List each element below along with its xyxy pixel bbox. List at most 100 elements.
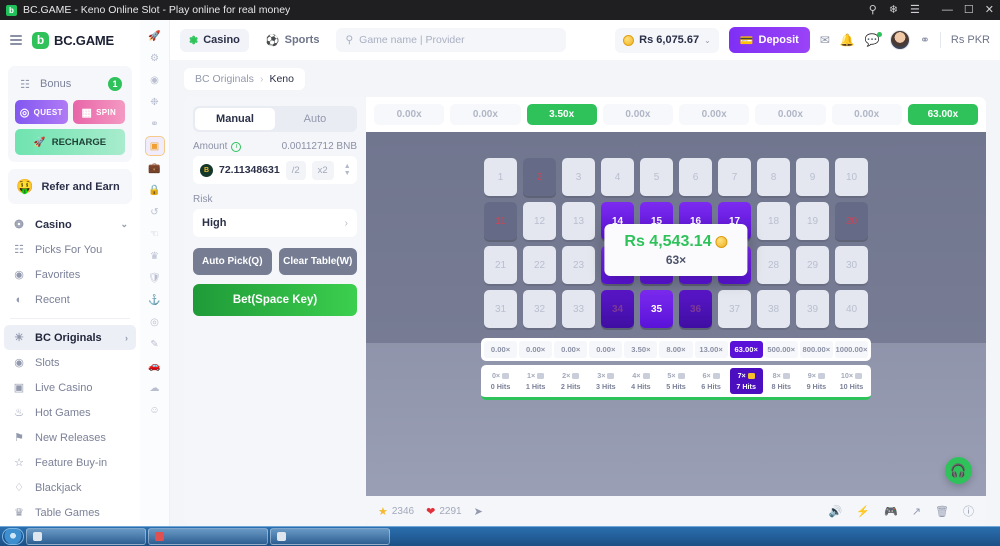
keno-cell-32[interactable]: 32 <box>523 290 556 328</box>
keno-cell-18[interactable]: 18 <box>757 202 790 240</box>
keno-cell-37[interactable]: 37 <box>718 290 751 328</box>
likes-stat[interactable]: ❤ 2291 <box>426 505 461 518</box>
keno-cell-35[interactable]: 35 <box>640 290 673 328</box>
refresh-icon[interactable]: ↺ <box>150 206 159 218</box>
avatar[interactable] <box>889 30 910 50</box>
history-chip[interactable]: 0.00x <box>679 104 750 125</box>
tab-manual[interactable]: Manual <box>195 108 275 130</box>
refer-and-earn-button[interactable]: 🤑 Refer and Earn <box>8 169 132 204</box>
keno-cell-40[interactable]: 40 <box>835 290 868 328</box>
search-input[interactable]: ⚲ Game name | Provider <box>336 28 567 52</box>
history-chip[interactable]: 0.00x <box>374 104 445 125</box>
sound-icon[interactable]: 🔊 <box>828 505 843 518</box>
share-icon[interactable]: ➤ <box>473 505 483 518</box>
tab-auto[interactable]: Auto <box>303 113 327 125</box>
keno-cell-12[interactable]: 12 <box>523 202 556 240</box>
info-icon[interactable]: i <box>231 141 242 152</box>
deposit-button[interactable]: 💳 Deposit <box>728 27 810 53</box>
history-chip[interactable]: 0.00x <box>831 104 902 125</box>
double-amount-button[interactable]: x2 <box>311 160 334 180</box>
gear-icon[interactable]: ⚙ <box>150 52 159 64</box>
sidebar-item-slots[interactable]: ◉ Slots <box>0 350 140 375</box>
briefcase-icon[interactable]: 💼 <box>148 162 161 174</box>
keno-cell-23[interactable]: 23 <box>562 246 595 284</box>
keno-cell-4[interactable]: 4 <box>601 158 634 196</box>
history-chip[interactable]: 3.50x <box>526 104 597 125</box>
keno-cell-6[interactable]: 6 <box>679 158 712 196</box>
sidebar-item-favorites[interactable]: ◉ Favorites <box>0 262 140 287</box>
sparkle-icon[interactable]: ❉ <box>150 96 159 108</box>
sidebar-item-casino[interactable]: ❂ Casino ⌄ <box>0 212 140 237</box>
bet-button[interactable]: Bet(Space Key) <box>193 284 357 316</box>
mask-icon[interactable]: ☺ <box>149 404 160 416</box>
taskbar-item[interactable] <box>26 528 146 545</box>
history-chip[interactable]: 0.00x <box>602 104 673 125</box>
coin-icon[interactable]: ◉ <box>150 74 159 86</box>
trash-icon[interactable]: 🗑 <box>935 505 949 518</box>
lightning-icon[interactable]: ⚡ <box>856 505 871 518</box>
menu-icon[interactable]: ☰ <box>910 3 920 16</box>
bell-icon[interactable]: 🔔 <box>839 33 855 47</box>
extensions-icon[interactable]: ❄ <box>888 3 899 16</box>
start-button[interactable] <box>2 528 24 545</box>
sidebar-item-table-games[interactable]: ♛ Table Games <box>0 500 140 525</box>
keno-cell-31[interactable]: 31 <box>484 290 517 328</box>
keno-cell-36[interactable]: 36 <box>679 290 712 328</box>
keno-cell-19[interactable]: 19 <box>796 202 829 240</box>
favorites-stat[interactable]: ★ 2346 <box>378 505 414 518</box>
keno-icon[interactable]: ▣ <box>144 136 165 156</box>
window-maximize-button[interactable]: ☐ <box>963 3 974 16</box>
amount-input[interactable]: B 72.11348631 /2 x2 ▲ ▼ <box>193 156 357 184</box>
help-icon[interactable]: ⓘ <box>963 506 974 518</box>
sidebar-toggle-button[interactable] <box>10 35 22 45</box>
history-chip[interactable]: 63.00x <box>907 104 978 125</box>
sidebar-item-bc-originals[interactable]: ☀ BC Originals › <box>4 325 136 350</box>
rocket-icon[interactable]: 🚀 <box>148 30 161 42</box>
keno-cell-13[interactable]: 13 <box>562 202 595 240</box>
sidebar-item-picks-for-you[interactable]: ☷ Picks For You <box>0 237 140 262</box>
window-close-button[interactable]: ✕ <box>984 3 994 16</box>
chat-icon[interactable]: 💬 <box>864 32 882 47</box>
amount-stepper[interactable]: ▲ ▼ <box>343 163 351 177</box>
keno-cell-3[interactable]: 3 <box>562 158 595 196</box>
keno-cell-22[interactable]: 22 <box>523 246 556 284</box>
balance-display[interactable]: Rs 6,075.67 ⌄ <box>615 27 719 53</box>
keno-cell-33[interactable]: 33 <box>562 290 595 328</box>
trophy-icon[interactable]: ♛ <box>150 250 159 262</box>
tab-casino[interactable]: ❃ Casino <box>180 28 249 52</box>
keno-cell-38[interactable]: 38 <box>757 290 790 328</box>
keno-cell-2[interactable]: 2 <box>523 158 556 196</box>
sidebar-item-bonus[interactable]: ☷ Bonus 1 <box>15 73 125 95</box>
spin-button[interactable]: ▦ SPIN <box>72 100 125 124</box>
cloud-icon[interactable]: ☁ <box>149 382 160 394</box>
keno-cell-30[interactable]: 30 <box>835 246 868 284</box>
keno-cell-8[interactable]: 8 <box>757 158 790 196</box>
history-chip[interactable]: 0.00x <box>755 104 826 125</box>
taskbar-item[interactable] <box>148 528 268 545</box>
quest-button[interactable]: ◎ QUEST <box>15 100 68 124</box>
target-icon[interactable]: ◎ <box>150 316 159 328</box>
clear-table-button[interactable]: Clear Table(W) <box>278 248 357 275</box>
taskbar-item[interactable] <box>270 528 390 545</box>
shield-icon[interactable]: 🛡 <box>148 272 161 284</box>
anchor-icon[interactable]: ⚓ <box>148 294 161 306</box>
car-icon[interactable]: 🚗 <box>148 360 161 372</box>
support-button[interactable]: 🎧 <box>945 457 972 484</box>
lock-icon[interactable]: 🔒 <box>148 184 161 196</box>
breadcrumb-parent[interactable]: BC Originals <box>195 73 254 85</box>
keno-cell-5[interactable]: 5 <box>640 158 673 196</box>
window-minimize-button[interactable]: — <box>941 3 953 16</box>
sidebar-item-hot-games[interactable]: ♨ Hot Games <box>0 400 140 425</box>
recharge-button[interactable]: 🚀 RECHARGE <box>15 129 125 155</box>
keno-cell-34[interactable]: 34 <box>601 290 634 328</box>
globe-icon[interactable]: ⚭ <box>150 118 159 130</box>
keno-cell-21[interactable]: 21 <box>484 246 517 284</box>
globe-icon[interactable]: ⚭ <box>919 33 930 47</box>
tab-sports[interactable]: ⚽ Sports <box>257 29 329 52</box>
currency-selector[interactable]: Rs PKR <box>950 34 990 46</box>
hand-icon[interactable]: ☜ <box>150 228 159 240</box>
keno-cell-29[interactable]: 29 <box>796 246 829 284</box>
search-icon[interactable]: ⚲ <box>868 3 877 16</box>
game-icon[interactable]: 🎮 <box>884 505 898 518</box>
chart-icon[interactable]: ↗ <box>911 505 922 518</box>
